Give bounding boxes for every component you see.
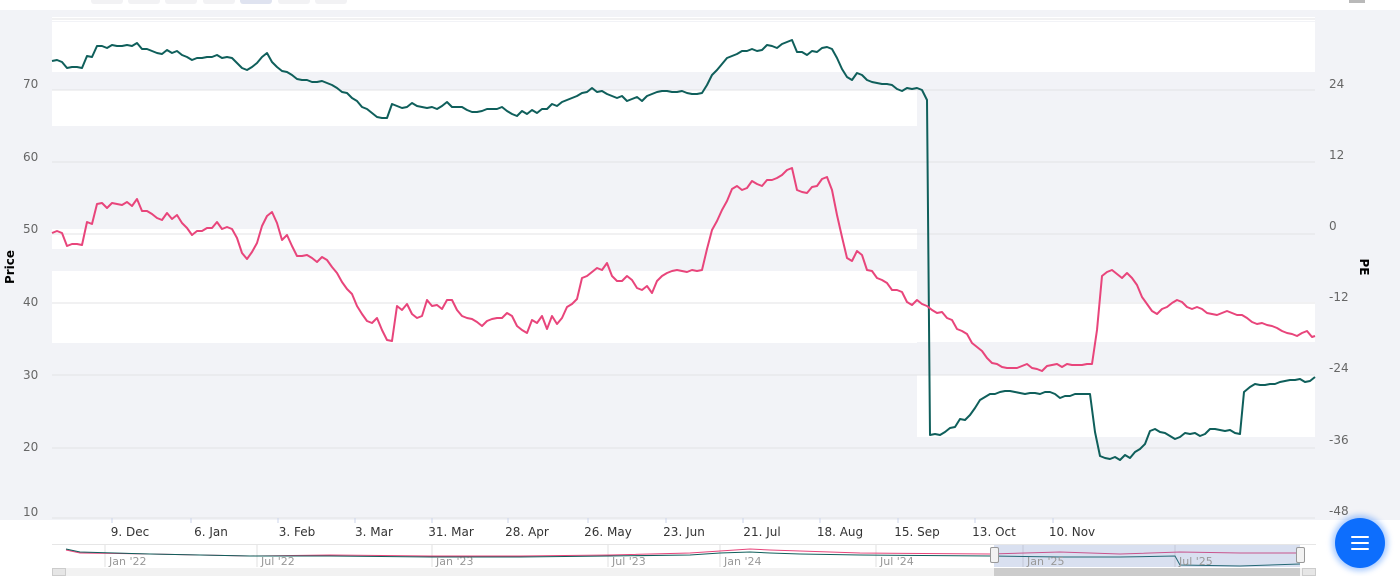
range-button-7[interactable]: [315, 0, 347, 4]
grid-lines: [52, 18, 1315, 519]
y-left-tick-20: 20: [23, 440, 39, 454]
x-tick-label: 6. Jan: [194, 525, 228, 539]
x-tick-label: 10. Nov: [1048, 525, 1096, 539]
y-left-tick-60: 60: [23, 150, 39, 164]
x-tick-label: 23. Jun: [663, 525, 705, 539]
x-tick-label: 3. Feb: [278, 525, 316, 539]
y-left-axis-title: Price: [3, 249, 17, 285]
range-button-5-active[interactable]: [240, 0, 272, 4]
range-button-6[interactable]: [278, 0, 310, 4]
navigator-selected-range[interactable]: [994, 545, 1300, 567]
x-tick-label: 26. May: [584, 525, 632, 539]
navigator-label: Jul '24: [880, 555, 914, 568]
x-tick-label: 15. Sep: [894, 525, 940, 539]
menu-fab-button[interactable]: [1335, 518, 1385, 568]
y-right-tick-minus48: -48: [1329, 504, 1349, 518]
range-button-3[interactable]: [165, 0, 197, 4]
y-right-tick-minus12: -12: [1329, 290, 1349, 304]
y-left-tick-30: 30: [23, 368, 39, 382]
y-right-tick-12: 12: [1329, 148, 1345, 162]
y-right-tick-24: 24: [1329, 77, 1345, 91]
navigator-label: Jan '25: [1027, 555, 1065, 568]
navigator-right-handle[interactable]: [1296, 547, 1305, 563]
navigator-label: Jan '23: [436, 555, 474, 568]
plot-bands: [52, 17, 1315, 437]
range-button-4[interactable]: [203, 0, 235, 4]
x-tick-label: 31. Mar: [428, 525, 474, 539]
navigator-scrollbar-thumb[interactable]: [994, 568, 1300, 576]
navigator-label: Jan '22: [109, 555, 147, 568]
y-right-tick-minus36: -36: [1329, 433, 1349, 447]
x-tick-label: 9. Dec: [110, 525, 150, 539]
navigator-label: Jul '25: [1179, 555, 1213, 568]
y-left-tick-50: 50: [23, 222, 39, 236]
navigator-left-handle[interactable]: [990, 547, 999, 563]
x-tick-label: 21. Jul: [743, 525, 781, 539]
navigator-label: Jan '24: [724, 555, 762, 568]
range-button-2[interactable]: [128, 0, 160, 4]
navigator-label: Jul '22: [261, 555, 295, 568]
y-left-tick-70: 70: [23, 77, 39, 91]
y-left-tick-40: 40: [23, 295, 39, 309]
range-button-1[interactable]: [91, 0, 123, 4]
x-tick-label: 28. Apr: [505, 525, 549, 539]
x-tick-label: 13. Oct: [972, 525, 1016, 539]
x-tick-label: 3. Mar: [355, 525, 393, 539]
navigator-scrollbar-track[interactable]: [52, 568, 1316, 576]
y-right-tick-0: 0: [1329, 219, 1337, 233]
y-left-tick-10: 10: [23, 505, 39, 519]
y-right-tick-minus24: -24: [1329, 361, 1349, 375]
pe-series-line[interactable]: [51, 167, 1316, 372]
x-tick-label: 18. Aug: [816, 525, 864, 539]
price-series-line[interactable]: [51, 39, 1316, 461]
x-ticks: [111, 518, 1054, 523]
navigator-label: Jul '23: [612, 555, 646, 568]
scroll-right-arrow-icon[interactable]: [1302, 568, 1316, 576]
y-right-axis-title: PE: [1357, 258, 1371, 276]
export-menu-icon[interactable]: [1349, 0, 1365, 3]
range-selector: [0, 0, 1400, 10]
scroll-left-arrow-icon[interactable]: [52, 568, 66, 576]
